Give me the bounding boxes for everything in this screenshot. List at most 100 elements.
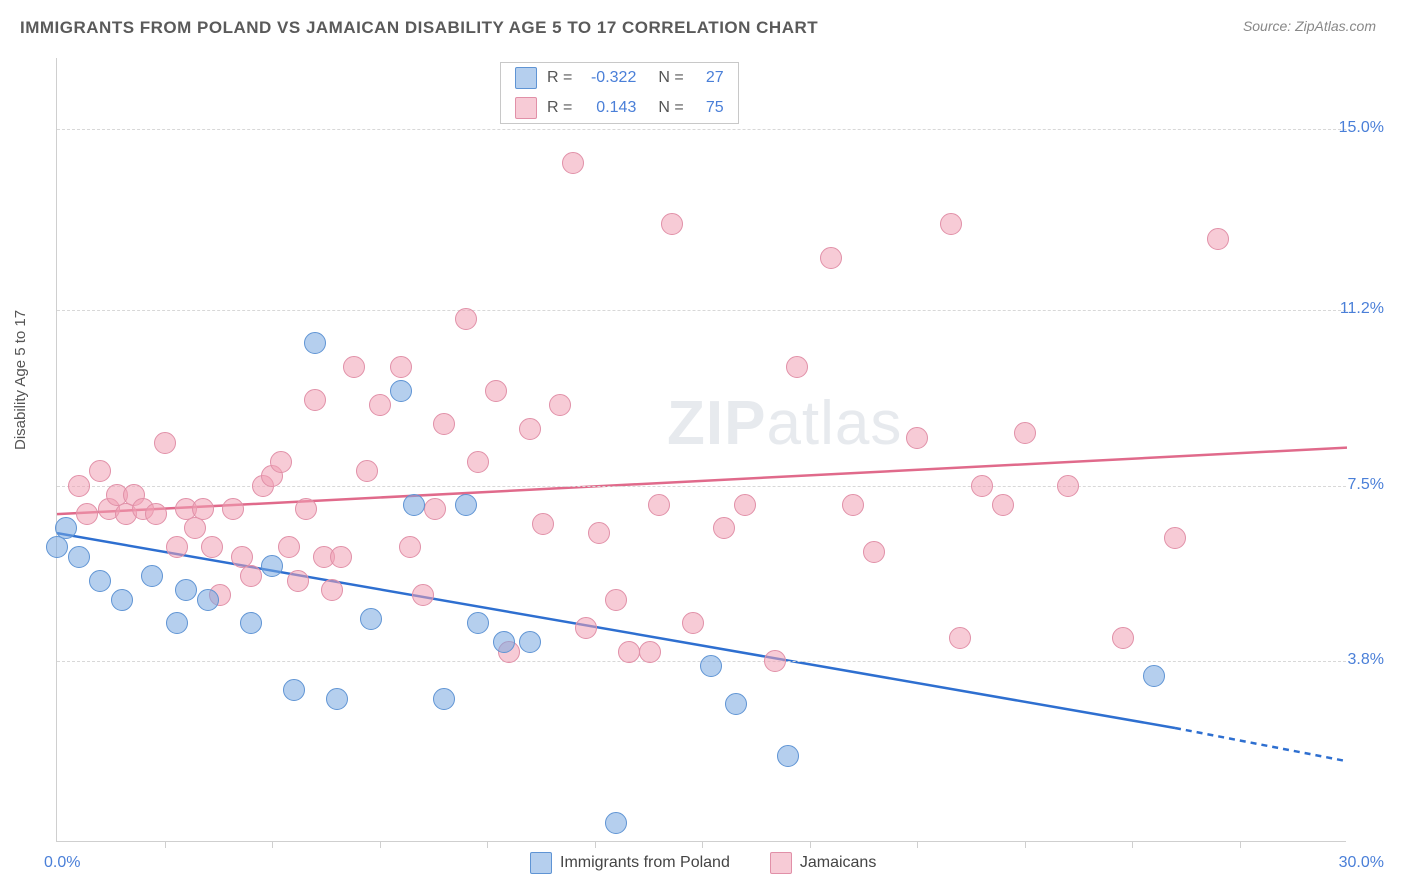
data-point (618, 641, 640, 663)
data-point (588, 522, 610, 544)
stat-r-value: -0.322 (582, 69, 636, 87)
data-point (764, 650, 786, 672)
data-point (1207, 228, 1229, 250)
gridline (57, 486, 1346, 487)
stat-r-value: 0.143 (582, 99, 636, 117)
data-point (906, 427, 928, 449)
data-point (295, 498, 317, 520)
data-point (1143, 665, 1165, 687)
data-point (197, 589, 219, 611)
legend-swatch (770, 852, 792, 874)
data-point (734, 494, 756, 516)
data-point (940, 213, 962, 235)
plot-area: ZIPatlas (56, 58, 1346, 842)
legend-item: Immigrants from Poland (530, 852, 730, 874)
regression-lines (57, 58, 1347, 842)
y-tick-label: 7.5% (1348, 476, 1384, 494)
stat-n-value: 27 (694, 69, 724, 87)
data-point (467, 451, 489, 473)
data-point (321, 579, 343, 601)
data-point (278, 536, 300, 558)
x-tick (810, 841, 811, 848)
stat-n-label: N = (658, 99, 683, 117)
data-point (222, 498, 244, 520)
data-point (261, 555, 283, 577)
x-tick (272, 841, 273, 848)
data-point (390, 356, 412, 378)
data-point (360, 608, 382, 630)
source-attribution: Source: ZipAtlas.com (1243, 18, 1376, 34)
data-point (949, 627, 971, 649)
data-point (605, 589, 627, 611)
legend-label: Jamaicans (800, 854, 876, 872)
data-point (141, 565, 163, 587)
data-point (55, 517, 77, 539)
data-point (68, 475, 90, 497)
data-point (992, 494, 1014, 516)
data-point (68, 546, 90, 568)
x-axis-min-label: 0.0% (44, 854, 80, 872)
data-point (648, 494, 670, 516)
stat-n-value: 75 (694, 99, 724, 117)
stat-r-label: R = (547, 99, 572, 117)
data-point (192, 498, 214, 520)
data-point (166, 612, 188, 634)
data-point (201, 536, 223, 558)
data-point (433, 413, 455, 435)
data-point (390, 380, 412, 402)
x-tick (487, 841, 488, 848)
y-tick-label: 3.8% (1348, 651, 1384, 669)
y-axis-label: Disability Age 5 to 17 (12, 310, 29, 450)
watermark: ZIPatlas (667, 388, 902, 459)
x-axis-max-label: 30.0% (1339, 854, 1384, 872)
data-point (270, 451, 292, 473)
legend-swatch (515, 97, 537, 119)
data-point (777, 745, 799, 767)
data-point (330, 546, 352, 568)
data-point (369, 394, 391, 416)
legend-item: Jamaicans (770, 852, 876, 874)
x-tick (165, 841, 166, 848)
data-point (820, 247, 842, 269)
stat-row: R =-0.322N =27 (501, 63, 738, 93)
data-point (700, 655, 722, 677)
x-tick (1132, 841, 1133, 848)
legend-label: Immigrants from Poland (560, 854, 730, 872)
data-point (1014, 422, 1036, 444)
data-point (145, 503, 167, 525)
stat-row: R = 0.143 N = 75 (501, 93, 738, 123)
data-point (184, 517, 206, 539)
data-point (713, 517, 735, 539)
data-point (111, 589, 133, 611)
data-point (519, 418, 541, 440)
data-point (455, 494, 477, 516)
data-point (89, 570, 111, 592)
data-point (304, 332, 326, 354)
data-point (46, 536, 68, 558)
data-point (424, 498, 446, 520)
gridline (57, 129, 1346, 130)
x-tick (917, 841, 918, 848)
data-point (304, 389, 326, 411)
data-point (725, 693, 747, 715)
data-point (403, 494, 425, 516)
data-point (399, 536, 421, 558)
data-point (76, 503, 98, 525)
chart-title: IMMIGRANTS FROM POLAND VS JAMAICAN DISAB… (20, 18, 818, 38)
legend-swatch (515, 67, 537, 89)
y-tick-label: 15.0% (1339, 119, 1384, 137)
data-point (562, 152, 584, 174)
data-point (89, 460, 111, 482)
data-point (549, 394, 571, 416)
data-point (467, 612, 489, 634)
x-tick (1240, 841, 1241, 848)
data-point (240, 565, 262, 587)
correlation-stats-legend: R =-0.322N =27 R = 0.143 N = 75 (500, 62, 739, 124)
data-point (661, 213, 683, 235)
data-point (287, 570, 309, 592)
data-point (605, 812, 627, 834)
data-point (433, 688, 455, 710)
y-tick-label: 11.2% (1340, 300, 1384, 318)
data-point (154, 432, 176, 454)
data-point (519, 631, 541, 653)
